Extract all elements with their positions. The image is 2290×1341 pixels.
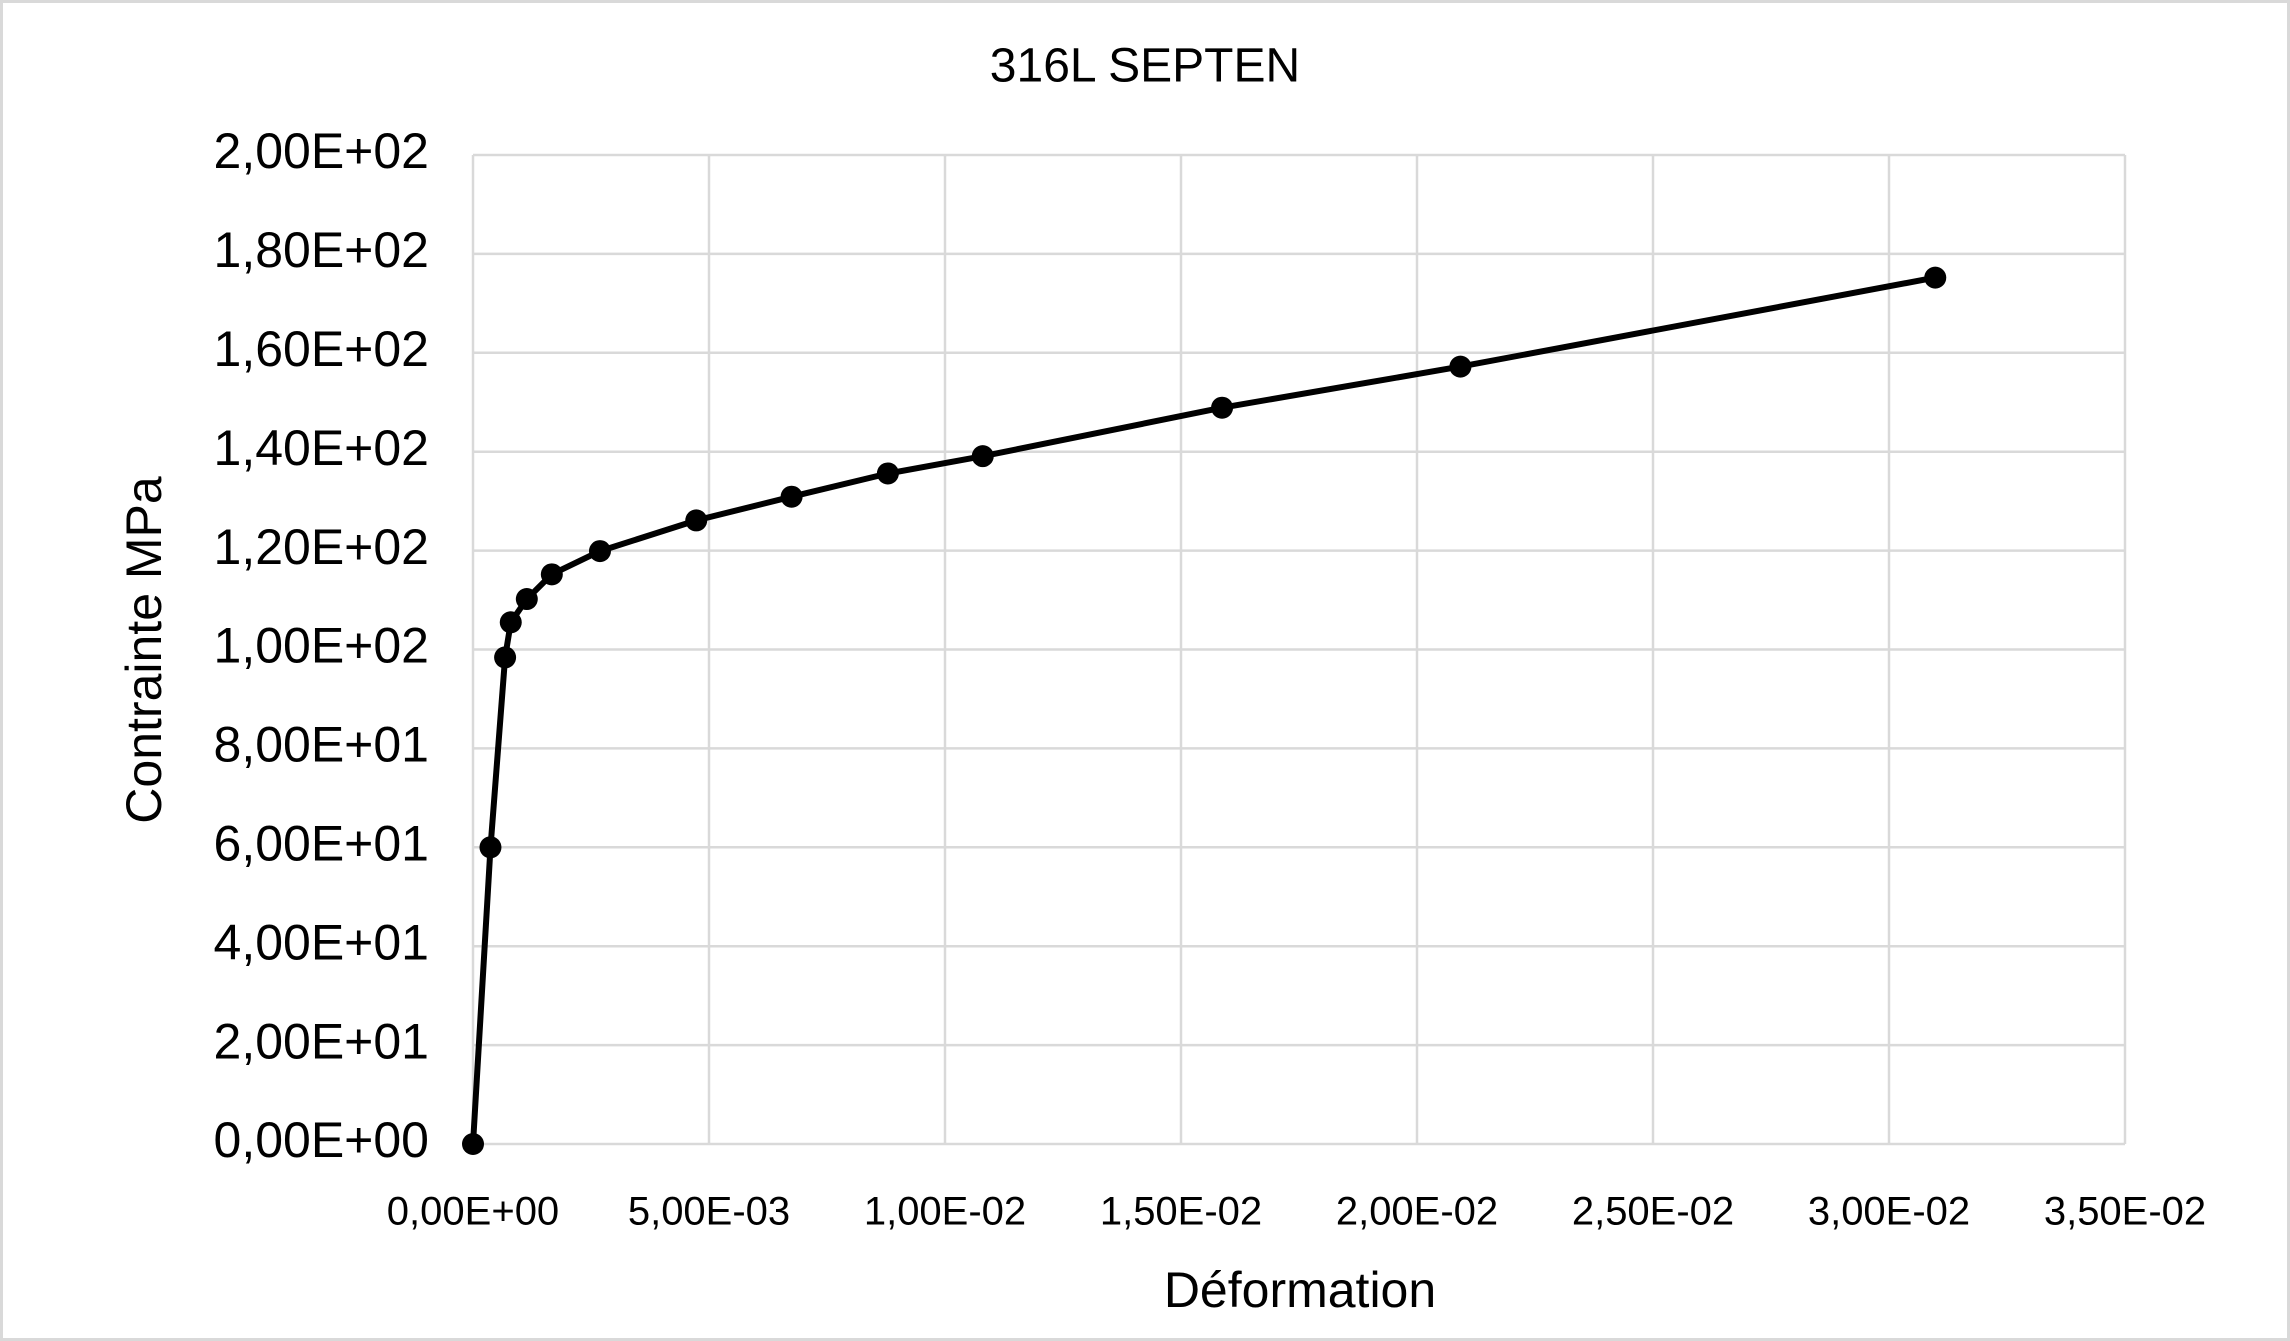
y-tick-label: 4,00E+01 [214, 914, 429, 970]
y-tick-label: 8,00E+01 [214, 717, 429, 773]
x-tick-label: 1,00E-02 [864, 1190, 1026, 1234]
x-tick-label: 5,00E-03 [628, 1190, 790, 1234]
data-point [780, 485, 803, 508]
y-tick-label: 1,80E+02 [214, 222, 429, 278]
y-tick-label: 1,20E+02 [214, 519, 429, 575]
data-point [540, 563, 563, 586]
data-point [1924, 266, 1947, 289]
x-tick-label: 1,50E-02 [1100, 1190, 1262, 1234]
y-tick-label: 2,00E+01 [214, 1013, 429, 1069]
data-point [462, 1133, 484, 1155]
data-point [515, 588, 538, 611]
data-point [685, 509, 708, 532]
x-tick-label: 3,50E-02 [2044, 1190, 2206, 1234]
y-tick-label: 0,00E+00 [214, 1112, 429, 1168]
data-point [1211, 396, 1234, 419]
x-tick-label: 3,00E-02 [1808, 1190, 1970, 1234]
data-point [494, 646, 517, 669]
x-tick-label: 2,00E-02 [1336, 1190, 1498, 1234]
x-tick-label: 0,00E+00 [387, 1190, 559, 1234]
data-point [971, 445, 994, 468]
data-point [876, 462, 899, 485]
data-point [1449, 355, 1472, 378]
chart-title: 316L SEPTEN [990, 40, 1300, 93]
y-tick-label: 1,60E+02 [214, 321, 429, 377]
y-axis-title: Contrainte MPa [116, 476, 172, 824]
data-point [588, 540, 611, 563]
y-tick-label: 6,00E+01 [214, 816, 429, 872]
y-tick-label: 2,00E+02 [214, 123, 429, 179]
x-axis-title: Déformation [1164, 1262, 1436, 1318]
y-tick-label: 1,00E+02 [214, 618, 429, 674]
x-tick-label: 2,50E-02 [1572, 1190, 1734, 1234]
data-point [499, 611, 522, 634]
y-tick-label: 1,40E+02 [214, 420, 429, 476]
data-point [479, 836, 502, 859]
